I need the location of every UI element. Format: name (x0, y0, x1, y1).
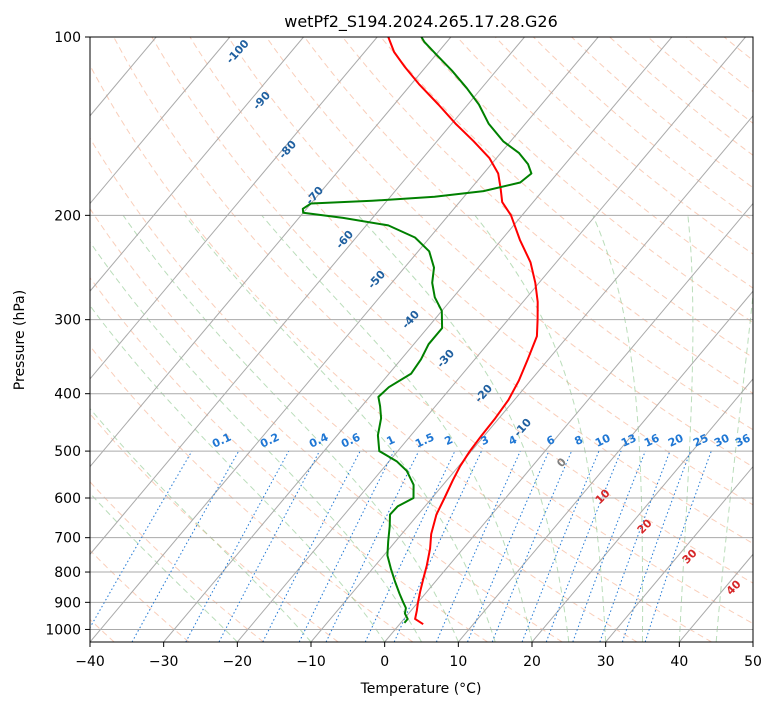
mixing-ratio-line (185, 450, 290, 642)
dry-adiabat-line (90, 345, 414, 642)
isotherm-line (457, 290, 753, 642)
x-tick-label: 20 (523, 654, 541, 670)
moist-adiabat-line (678, 215, 694, 642)
dry-adiabat-line (90, 137, 638, 642)
isotherm-line (90, 37, 231, 205)
x-tick-label: 0 (380, 654, 389, 670)
moist-adiabat-line (90, 407, 312, 642)
y-tick-label: 700 (54, 531, 81, 547)
x-tick-label: −40 (75, 654, 105, 670)
mixing-ratio-line (545, 450, 622, 642)
dry-adiabat-line (90, 64, 712, 642)
x-tick-label: −20 (223, 654, 253, 670)
data-layer (301, 37, 539, 626)
x-tick-label: −30 (149, 654, 179, 670)
moist-adiabat-line (592, 215, 644, 642)
mixing-ratio-line (298, 450, 395, 642)
mixing-ratio-line (467, 450, 550, 642)
isotherm-line (90, 37, 525, 556)
grid-layer (90, 37, 753, 642)
dry-adiabat-line (227, 37, 753, 506)
isotherm-line (605, 465, 753, 642)
dry-adiabat-line (113, 37, 753, 625)
mixing-ratio-label: 30 (712, 431, 732, 449)
dry-adiabat-line (456, 37, 753, 289)
y-tick-label: 600 (54, 491, 81, 507)
moist-adiabat-line (715, 290, 753, 642)
temperature-profile-line (387, 37, 539, 626)
moist-adiabat-line (90, 492, 238, 642)
isotherm-line (90, 37, 452, 468)
y-tick-label: 900 (54, 595, 81, 611)
x-axis-title: Temperature (°C) (360, 681, 482, 697)
y-tick-label: 500 (54, 444, 81, 460)
y-tick-label: 1000 (45, 622, 81, 638)
mixing-ratio-line (218, 450, 320, 642)
mixing-ratio-label: 25 (691, 431, 710, 449)
dewpoint-profile-line (301, 37, 533, 624)
mixing-ratio-line (572, 450, 646, 642)
moist-adiabat-line (261, 214, 533, 642)
mixing-ratio-line (521, 450, 600, 642)
mixing-ratio-label: 36 (733, 431, 753, 449)
isotherm-line (531, 378, 753, 642)
y-tick-label: 300 (54, 313, 81, 329)
plot-frame (89, 36, 754, 643)
mixing-ratio-line (131, 450, 240, 642)
dry-adiabat-line (265, 37, 753, 468)
dry-adiabat-line (418, 37, 753, 324)
mixing-ratio-line (644, 450, 712, 642)
x-tick-label: 30 (597, 654, 615, 670)
isotherm-line (310, 115, 753, 642)
mixing-ratio-line (435, 450, 521, 642)
moist-adiabat-line (122, 215, 459, 642)
y-tick-label: 200 (54, 208, 81, 224)
isotherm-line (90, 37, 599, 642)
mixing-ratio-label: 10 (593, 431, 613, 449)
y-tick-label: 800 (54, 565, 81, 581)
x-tick-label: 40 (670, 654, 688, 670)
mixing-ratio-label: 16 (642, 431, 662, 449)
y-tick-label: 100 (54, 30, 81, 46)
dry-adiabat-line (151, 37, 753, 584)
isotherm-line (384, 202, 753, 642)
mixing-ratio-line (599, 450, 671, 642)
y-tick-label: 400 (54, 387, 81, 403)
moist-adiabat-line (90, 304, 386, 642)
isotherm-line (90, 37, 304, 292)
isotherm-line (236, 37, 746, 642)
isotherm-line (163, 37, 673, 642)
mixing-ratio-line (621, 450, 691, 642)
dry-adiabat-line (90, 277, 488, 642)
dry-adiabat-line (90, 549, 190, 642)
mixing-ratio-label: 13 (619, 431, 638, 449)
mixing-ratio-line (262, 450, 361, 642)
moist-adiabat-line (357, 214, 570, 642)
x-tick-label: 10 (449, 654, 467, 670)
moist-adiabat-line (474, 214, 607, 642)
x-tick-label: 50 (744, 654, 762, 670)
mixing-ratio-line (491, 450, 573, 642)
chart-title: wetPf2_S194.2024.265.17.28.G26 (284, 12, 558, 32)
x-tick-label: −10 (296, 654, 326, 670)
isotherm-line (90, 37, 378, 380)
y-axis-title: Pressure (hPa) (12, 290, 28, 390)
moist-adiabat-line (90, 241, 422, 642)
mixing-ratio-label: 20 (666, 431, 686, 449)
